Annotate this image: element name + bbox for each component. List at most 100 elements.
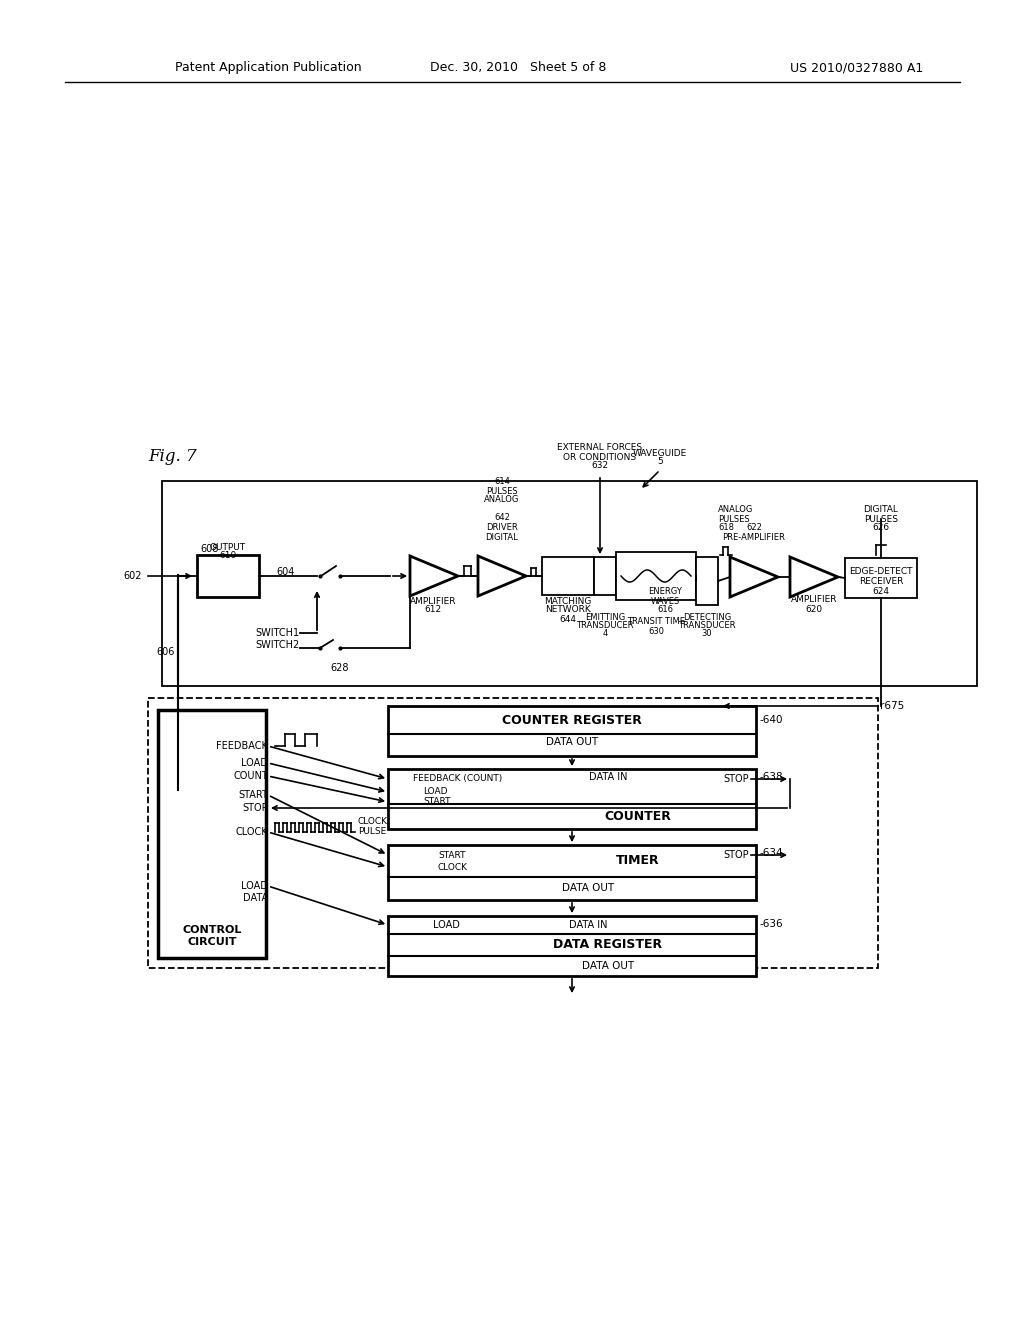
Text: PULSES: PULSES	[486, 487, 518, 495]
Text: EMITTING: EMITTING	[585, 614, 625, 623]
Text: 620: 620	[806, 605, 822, 614]
Text: START: START	[423, 797, 451, 807]
Text: PULSES: PULSES	[864, 515, 898, 524]
Text: EXTERNAL FORCES: EXTERNAL FORCES	[557, 442, 643, 451]
Bar	[388, 706, 756, 756]
Bar	[197, 554, 259, 597]
Text: COUNTER REGISTER: COUNTER REGISTER	[502, 714, 642, 726]
Text: 604: 604	[276, 568, 295, 577]
Text: LOAD: LOAD	[241, 758, 268, 768]
Text: TIMER: TIMER	[616, 854, 659, 867]
Text: COUNT: COUNT	[233, 771, 268, 781]
Text: DATA OUT: DATA OUT	[582, 961, 634, 972]
Bar	[542, 557, 594, 595]
Text: 616: 616	[657, 606, 673, 615]
Text: START: START	[239, 789, 268, 800]
Text: EDGE-DETECT: EDGE-DETECT	[849, 568, 912, 577]
Text: 618: 618	[718, 524, 734, 532]
Text: r675: r675	[880, 701, 904, 711]
Bar	[594, 557, 616, 595]
Text: RECEIVER: RECEIVER	[859, 578, 903, 586]
Text: DATA: DATA	[243, 894, 268, 903]
Text: CLOCK: CLOCK	[236, 828, 268, 837]
Text: STOP: STOP	[723, 774, 749, 784]
Bar	[148, 698, 878, 968]
Text: US 2010/0327880 A1: US 2010/0327880 A1	[790, 62, 924, 74]
Text: 630: 630	[648, 627, 664, 635]
Text: CIRCUIT: CIRCUIT	[187, 937, 237, 946]
Text: FEEDBACK (COUNT): FEEDBACK (COUNT)	[414, 775, 503, 784]
Text: 626: 626	[872, 524, 890, 532]
Text: 632: 632	[592, 462, 608, 470]
Text: DIGITAL: DIGITAL	[863, 504, 898, 513]
Text: 602: 602	[124, 572, 142, 581]
Text: CLOCK: CLOCK	[358, 817, 388, 826]
Bar	[158, 710, 266, 958]
Text: 608: 608	[200, 544, 218, 554]
Text: SWITCH2: SWITCH2	[256, 640, 300, 649]
Text: 644: 644	[559, 615, 577, 623]
Text: ANALOG: ANALOG	[718, 506, 754, 515]
Text: LOAD: LOAD	[423, 788, 447, 796]
Text: 606: 606	[157, 647, 175, 657]
Text: PULSE: PULSE	[358, 826, 386, 836]
Text: STOP: STOP	[723, 850, 749, 861]
Text: 4: 4	[602, 630, 607, 639]
Text: CONTROL: CONTROL	[182, 925, 242, 935]
Bar	[388, 770, 756, 829]
Text: SWITCH1: SWITCH1	[256, 628, 300, 638]
Text: ENERGY: ENERGY	[648, 587, 682, 597]
Text: ANALOG: ANALOG	[484, 495, 520, 504]
Bar	[162, 480, 977, 686]
Text: WAVES: WAVES	[650, 597, 680, 606]
Text: TRANSIT TIME: TRANSIT TIME	[627, 618, 685, 627]
Text: NETWORK: NETWORK	[545, 606, 591, 615]
Text: OUTPUT: OUTPUT	[210, 543, 246, 552]
Text: -638: -638	[759, 772, 782, 781]
Text: DATA REGISTER: DATA REGISTER	[553, 939, 663, 952]
Text: DATA OUT: DATA OUT	[562, 883, 614, 894]
Text: OR CONDITIONS: OR CONDITIONS	[563, 453, 637, 462]
Text: COUNTER: COUNTER	[604, 810, 672, 824]
Text: PRE-AMPLIFIER: PRE-AMPLIFIER	[723, 532, 785, 541]
Text: 612: 612	[424, 606, 441, 615]
Text: -636: -636	[759, 919, 782, 929]
Bar	[845, 558, 918, 598]
Bar	[388, 916, 756, 975]
Bar	[388, 845, 756, 900]
Text: START: START	[438, 850, 466, 859]
Text: DATA IN: DATA IN	[589, 772, 628, 781]
Text: DATA IN: DATA IN	[568, 920, 607, 931]
Text: 614: 614	[494, 478, 510, 487]
Text: Dec. 30, 2010   Sheet 5 of 8: Dec. 30, 2010 Sheet 5 of 8	[430, 62, 606, 74]
Text: DETECTING: DETECTING	[683, 614, 731, 623]
Text: LOAD: LOAD	[241, 880, 268, 891]
Text: MATCHING: MATCHING	[545, 598, 592, 606]
Text: -640: -640	[759, 715, 782, 725]
Bar	[696, 557, 718, 605]
Text: PULSES: PULSES	[718, 515, 750, 524]
Text: Fig. 7: Fig. 7	[148, 447, 197, 465]
Text: DIGITAL: DIGITAL	[485, 532, 518, 541]
Text: AMPLIFIER: AMPLIFIER	[791, 595, 838, 605]
Text: STOP: STOP	[243, 803, 268, 813]
Text: 622: 622	[746, 523, 762, 532]
Text: 642: 642	[494, 513, 510, 523]
Text: AMPLIFIER: AMPLIFIER	[410, 598, 457, 606]
Text: DRIVER: DRIVER	[486, 523, 518, 532]
Text: WAVEGUIDE: WAVEGUIDE	[633, 449, 687, 458]
Text: 610: 610	[219, 552, 237, 561]
Text: 5: 5	[657, 458, 663, 466]
Text: LOAD: LOAD	[433, 920, 460, 931]
Text: DATA OUT: DATA OUT	[546, 737, 598, 747]
Text: FEEDBACK: FEEDBACK	[216, 741, 268, 751]
Text: 628: 628	[331, 663, 349, 673]
Text: 30: 30	[701, 630, 713, 639]
Bar	[616, 552, 696, 601]
Text: TRANSDUCER: TRANSDUCER	[577, 622, 634, 631]
Text: Patent Application Publication: Patent Application Publication	[175, 62, 361, 74]
Text: CLOCK: CLOCK	[438, 862, 468, 871]
Text: TRANSDUCER: TRANSDUCER	[678, 622, 736, 631]
Text: -634: -634	[759, 847, 782, 858]
Text: 624: 624	[872, 587, 890, 597]
